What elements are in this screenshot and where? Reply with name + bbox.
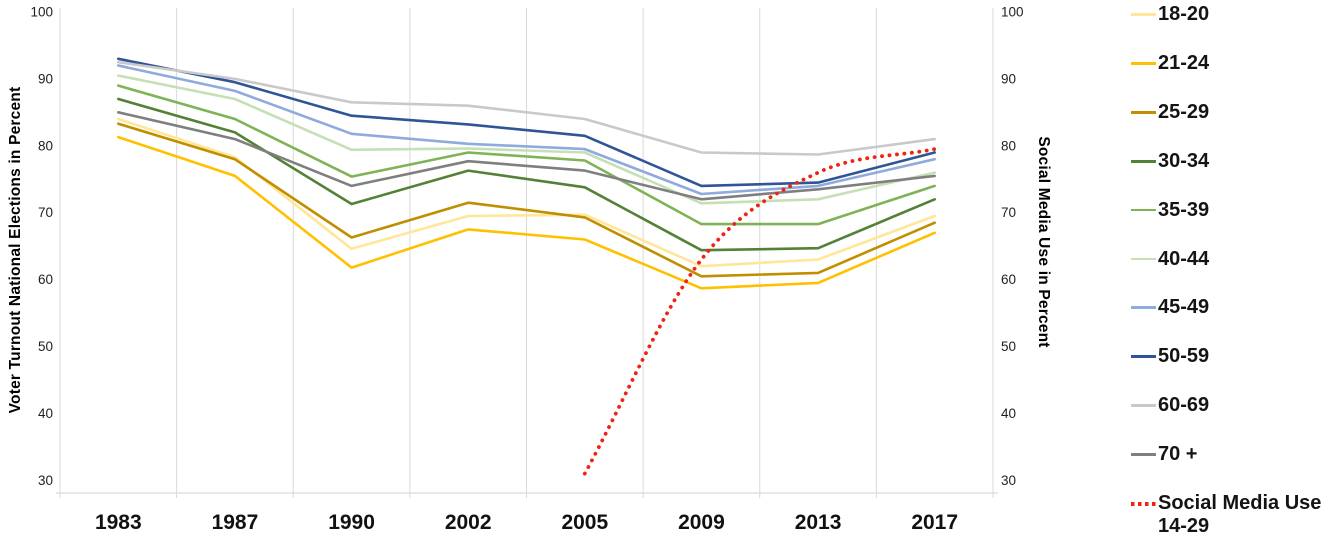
- legend-swatch: [1131, 257, 1156, 261]
- legend-item-35-39: 35-39: [1131, 199, 1209, 222]
- legend-item-50-59: 50-59: [1131, 345, 1209, 368]
- x-axis-label: 2002: [445, 511, 492, 534]
- right-axis-tick-label: 60: [1001, 272, 1016, 287]
- legend-item-45-49: 45-49: [1131, 296, 1209, 319]
- series-line-social-media-use-14-29: [582, 147, 937, 476]
- legend-label: 18-20: [1158, 3, 1210, 25]
- legend-label: 45-49: [1158, 296, 1210, 319]
- legend-item-25-29: 25-29: [1131, 101, 1209, 124]
- x-axis-label: 1990: [328, 511, 375, 534]
- x-axis-label: 2013: [795, 511, 842, 534]
- legend-swatch: [1131, 208, 1156, 212]
- legend-label: 21-24: [1158, 51, 1210, 74]
- series-line-30-34: [117, 97, 937, 252]
- legend-swatch: [1131, 306, 1156, 310]
- left-axis-tick-label: 80: [38, 138, 53, 153]
- right-axis-tick-label: 100: [1001, 5, 1024, 20]
- legend-item-40-44: 40-44: [1131, 248, 1209, 271]
- right-axis-tick-label: 50: [1001, 339, 1016, 354]
- legend-label: 70 +: [1158, 443, 1198, 466]
- left-axis-tick-label: 90: [38, 71, 53, 86]
- left-axis-tick-label: 40: [38, 406, 53, 421]
- series-line-70-+: [117, 111, 937, 201]
- legend-label: 60-69: [1158, 394, 1210, 417]
- left-axis-tick-label: 30: [38, 473, 53, 488]
- legend-item-21-24: 21-24: [1131, 52, 1209, 75]
- left-axis-title: Voter Turnout National Elections in Perc…: [7, 86, 24, 414]
- legend-label: Social Media Use 14-29: [1158, 492, 1322, 537]
- series-line-40-44: [117, 74, 937, 205]
- legend-item-60-69: 60-69: [1131, 394, 1209, 417]
- right-axis-tick-label: 30: [1001, 473, 1016, 488]
- right-axis-tick-label: 90: [1001, 71, 1016, 86]
- x-axis-label: 1983: [95, 511, 142, 534]
- legend-label: 25-29: [1158, 100, 1210, 123]
- legend-swatch: [1131, 355, 1156, 359]
- legend-label: 35-39: [1158, 198, 1210, 221]
- right-axis-tick-label: 70: [1001, 205, 1016, 220]
- right-axis-title: Social Media Use in Percent: [1035, 136, 1052, 348]
- legend-item-30-34: 30-34: [1131, 150, 1209, 173]
- x-axis-label: 1987: [212, 511, 259, 534]
- legend: 18-20 21-24 25-29 30-34 35-39 40-44 45-49 50-59…: [1131, 0, 1325, 540]
- legend-label: 50-59: [1158, 345, 1210, 368]
- legend-swatch: [1131, 13, 1156, 16]
- legend-swatch: [1131, 453, 1156, 456]
- legend-label: 40-44: [1158, 247, 1210, 270]
- right-axis-tick-label: 40: [1001, 406, 1016, 421]
- legend-item-18-20: 18-20: [1131, 3, 1209, 26]
- legend-swatch: [1131, 404, 1156, 408]
- left-axis-tick-label: 60: [38, 272, 53, 287]
- x-axis-label: 2005: [561, 511, 608, 534]
- series-line-25-29: [117, 122, 937, 278]
- x-axis-label: 2017: [911, 511, 958, 534]
- legend-swatch: [1131, 159, 1156, 163]
- left-axis-tick-label: 50: [38, 339, 53, 354]
- x-axis-label: 2009: [678, 511, 725, 534]
- series-line-35-39: [117, 84, 937, 226]
- legend-swatch: [1131, 502, 1156, 506]
- left-axis-tick-label: 100: [30, 5, 53, 20]
- left-axis-tick-label: 70: [38, 205, 53, 220]
- series-line-21-24: [117, 135, 937, 290]
- legend-swatch: [1131, 61, 1156, 65]
- legend-item-70-+: 70 +: [1131, 443, 1197, 466]
- legend-label: 30-34: [1158, 149, 1210, 172]
- series-line-45-49: [117, 64, 937, 196]
- legend-swatch: [1131, 110, 1156, 114]
- legend-item-social-media-use-14-29: Social Media Use 14-29: [1131, 492, 1321, 538]
- series-line-60-69: [117, 60, 937, 156]
- right-axis-tick-label: 80: [1001, 138, 1016, 153]
